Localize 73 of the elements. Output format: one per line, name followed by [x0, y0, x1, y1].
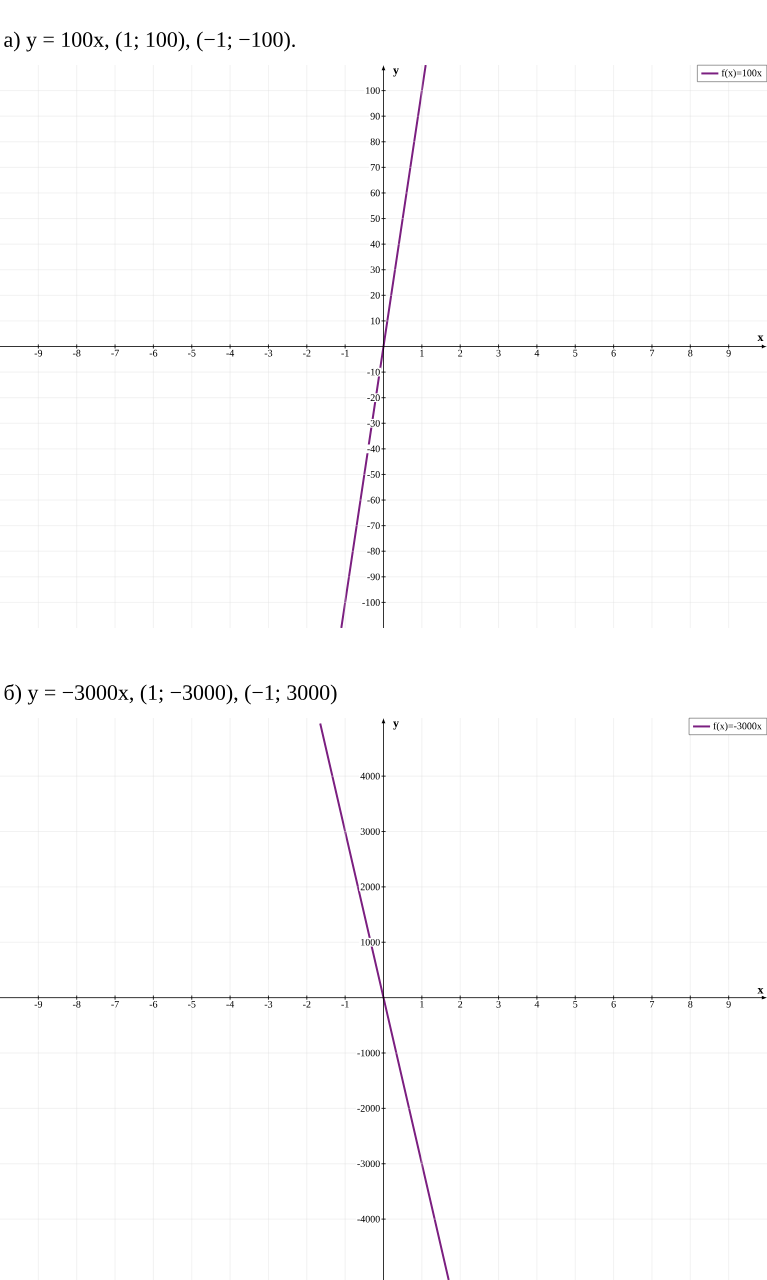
y-tick-label: -90	[367, 573, 380, 581]
legend-label: f(x)=-3000x	[713, 722, 762, 732]
x-tick-label: 2	[458, 349, 463, 357]
y-tick-label: 60	[370, 189, 380, 197]
x-tick-label: 6	[611, 349, 616, 357]
y-tick-label: 80	[370, 138, 380, 146]
x-tick-label: -4	[226, 349, 235, 357]
y-tick-label: 90	[370, 112, 380, 120]
y-tick-label: -20	[367, 394, 380, 402]
y-tick-label: 2000	[360, 883, 380, 891]
y-tick-label: -60	[367, 496, 380, 504]
x-tick-label: 4	[534, 1000, 540, 1008]
x-tick-label: 3	[496, 1000, 501, 1008]
y-tick-label: -4000	[357, 1215, 380, 1223]
x-tick-label: -3	[264, 1000, 273, 1008]
x-tick-label: 1	[420, 349, 424, 357]
y-tick-label: -40	[367, 445, 380, 453]
y-axis-title: y	[393, 721, 399, 730]
y-tick-label: 50	[370, 215, 380, 222]
chart-title: б) y = −3000x, (1; −3000), (−1; 3000)	[4, 684, 337, 705]
x-axis-title: x	[757, 988, 764, 994]
y-tick-label: -3000	[357, 1160, 380, 1168]
x-tick-label: 9	[726, 349, 731, 357]
x-tick-label: -5	[187, 1000, 196, 1008]
x-tick-label: 4	[534, 349, 540, 357]
x-tick-label: -4	[226, 1000, 235, 1008]
y-tick-label: -70	[367, 522, 380, 529]
y-tick-label: 10	[371, 317, 380, 325]
y-tick-label: 100	[366, 87, 380, 94]
x-tick-label: -3	[264, 349, 273, 357]
x-axis-title: x	[757, 335, 764, 341]
x-tick-label: -1	[341, 1000, 349, 1008]
y-tick-label: -30	[367, 419, 380, 427]
x-tick-label: -5	[187, 349, 196, 357]
legend-label: f(x)=100x	[721, 69, 762, 79]
x-tick-label: 8	[688, 1000, 693, 1008]
y-tick-label: 3000	[360, 828, 380, 835]
y-tick-label: -2000	[357, 1105, 380, 1112]
y-tick-label: -50	[367, 471, 380, 478]
y-tick-label: 70	[370, 164, 380, 171]
chart-title: а) y = 100x, (1; 100), (−1; −100).	[4, 31, 295, 52]
x-tick-label: 5	[573, 1000, 578, 1008]
x-tick-label: -8	[72, 1000, 81, 1008]
y-tick-label: -80	[367, 547, 380, 555]
x-tick-label: 1	[420, 1000, 424, 1008]
x-tick-label: -7	[111, 349, 119, 357]
x-tick-label: -2	[303, 349, 311, 357]
x-tick-label: -6	[149, 1000, 158, 1008]
y-axis-title: y	[393, 68, 399, 77]
x-tick-label: 9	[726, 1000, 731, 1008]
x-tick-label: 3	[496, 349, 501, 357]
x-tick-label: 5	[573, 349, 578, 357]
x-tick-label: 7	[650, 349, 655, 357]
x-tick-label: -8	[72, 349, 81, 357]
y-tick-label: 20	[370, 291, 380, 299]
x-tick-label: -2	[303, 1000, 311, 1008]
x-tick-label: -9	[34, 349, 43, 357]
x-tick-label: -6	[149, 349, 158, 357]
x-tick-label: 6	[611, 1000, 616, 1008]
x-tick-label: 8	[688, 349, 693, 357]
x-tick-label: -1	[341, 349, 349, 357]
y-tick-label: -10	[367, 368, 380, 376]
line-series	[340, 65, 427, 629]
x-tick-label: 2	[458, 1000, 463, 1008]
y-tick-label: -1000	[357, 1049, 380, 1057]
x-tick-label: -9	[34, 1000, 43, 1008]
y-tick-label: 40	[370, 240, 380, 248]
y-tick-label: -100	[362, 599, 380, 606]
y-tick-label: 4000	[360, 772, 380, 780]
x-tick-label: 7	[650, 1000, 655, 1008]
x-tick-label: -7	[111, 1000, 119, 1008]
y-tick-label: 30	[370, 266, 380, 274]
y-tick-label: 1000	[361, 938, 380, 946]
